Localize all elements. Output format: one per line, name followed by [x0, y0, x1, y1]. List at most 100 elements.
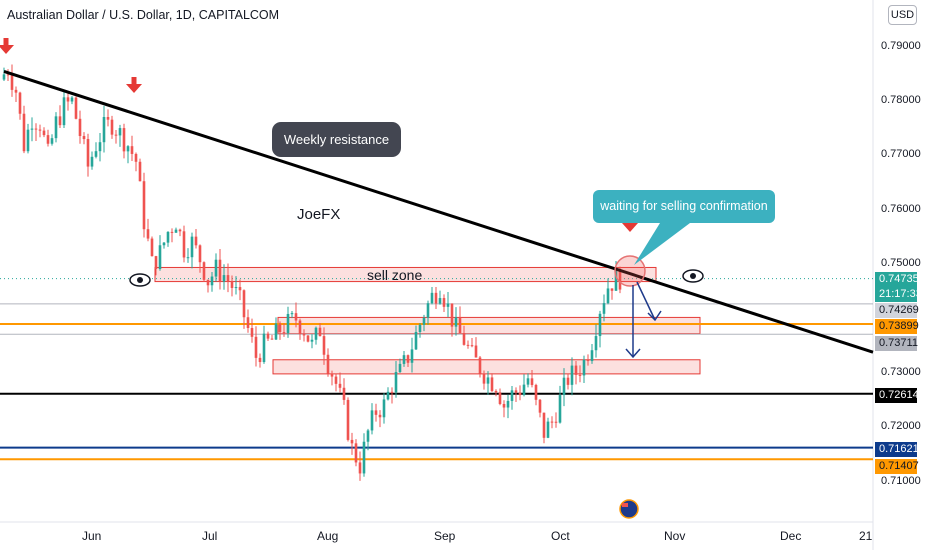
candle-body	[514, 390, 518, 393]
candle-body	[226, 275, 230, 282]
touch-highlight	[614, 255, 646, 287]
candle-body	[574, 365, 578, 375]
candle-body	[46, 135, 50, 144]
candle-body	[30, 128, 34, 130]
candle-body	[582, 359, 586, 376]
candle-body	[474, 345, 478, 358]
candle-body	[82, 136, 86, 140]
weekly-resistance-callout[interactable]: Weekly resistance	[272, 122, 401, 157]
candle-body	[398, 363, 402, 373]
candle-body	[354, 443, 358, 463]
candle-body	[586, 359, 590, 362]
sell-arrow-icon	[3, 38, 9, 46]
candle-body	[54, 116, 58, 139]
currency-button[interactable]: USD	[888, 5, 917, 25]
candle-body	[554, 421, 558, 423]
callout-pointer	[634, 223, 690, 265]
candle-body	[470, 345, 474, 347]
candle-body	[382, 399, 386, 418]
candle-body	[86, 139, 90, 167]
candle-body	[426, 303, 430, 318]
candle-body	[578, 374, 582, 376]
price-tag-current: 0.74735	[875, 272, 919, 287]
candle-body	[138, 161, 142, 182]
candle-body	[102, 117, 106, 143]
symbol-title: Australian Dollar / U.S. Dollar, 1D, CAP…	[7, 8, 280, 22]
candle-body	[42, 130, 46, 136]
candle-body	[234, 287, 238, 289]
candle-body	[62, 97, 66, 126]
zone-box	[277, 316, 701, 335]
candle-body	[302, 334, 306, 336]
candle-body	[486, 377, 490, 384]
selling-confirmation-callout[interactable]: waiting for selling confirmation	[593, 190, 775, 223]
x-tick-21: 21	[859, 529, 873, 543]
candle-body	[610, 288, 614, 291]
candle-body	[78, 118, 82, 137]
candle-body	[322, 336, 326, 355]
candle-body	[570, 365, 574, 385]
candle-body	[194, 236, 198, 246]
y-tick: 0.75000	[881, 257, 921, 269]
candle-body	[590, 350, 594, 362]
candle-body	[306, 335, 310, 342]
projection-arrow	[647, 310, 662, 322]
candle-body	[438, 298, 442, 304]
price-tag: 0.73711	[875, 336, 918, 351]
event-flag-icon	[619, 499, 639, 519]
candle-body	[26, 129, 30, 152]
candle-body	[598, 313, 602, 337]
candle-body	[154, 256, 158, 269]
candle-body	[94, 151, 98, 157]
candle-body	[74, 97, 78, 119]
candle-body	[442, 298, 446, 307]
candle-body	[326, 354, 330, 374]
candle-body	[386, 391, 390, 400]
candle-body	[142, 181, 146, 230]
countdown-tag: 21:17:33	[875, 287, 922, 302]
zone-box	[154, 266, 657, 283]
candle-body	[266, 333, 270, 339]
candle-body	[458, 317, 462, 334]
candle-body	[346, 399, 350, 440]
candle-body	[506, 400, 510, 408]
candle-body	[50, 138, 54, 144]
y-tick: 0.79000	[881, 40, 921, 52]
candle-body	[246, 317, 250, 329]
candle-body	[14, 89, 18, 93]
eye-icon	[137, 277, 143, 283]
candle-body	[434, 292, 438, 304]
candle-body	[110, 119, 114, 135]
candle-body	[38, 129, 42, 131]
candle-body	[314, 327, 318, 340]
sell-arrow-icon	[0, 45, 14, 54]
candle-body	[122, 128, 126, 152]
candle-body	[98, 142, 102, 152]
y-tick: 0.76000	[881, 203, 921, 215]
candle-body	[134, 153, 138, 162]
candle-body	[158, 245, 162, 269]
candle-body	[358, 462, 362, 474]
candle-body	[462, 333, 466, 345]
candle-body	[594, 336, 598, 351]
candle-body	[186, 257, 190, 259]
x-tick-jul: Jul	[202, 529, 218, 543]
candle-body	[366, 430, 370, 442]
candle-body	[558, 395, 562, 423]
candle-body	[206, 279, 210, 286]
candle-body	[342, 387, 346, 400]
candle-body	[446, 303, 450, 307]
candle-body	[330, 373, 334, 377]
y-tick: 0.77000	[881, 148, 921, 160]
candle-body	[202, 262, 206, 280]
candle-body	[466, 344, 470, 346]
candle-body	[146, 229, 150, 239]
candle-body	[502, 403, 506, 408]
candle-body	[482, 373, 486, 384]
candle-body	[114, 134, 118, 136]
candle-body	[406, 355, 410, 363]
candle-body	[454, 317, 458, 327]
candle-body	[490, 377, 494, 391]
event-flag-icon	[622, 503, 628, 507]
